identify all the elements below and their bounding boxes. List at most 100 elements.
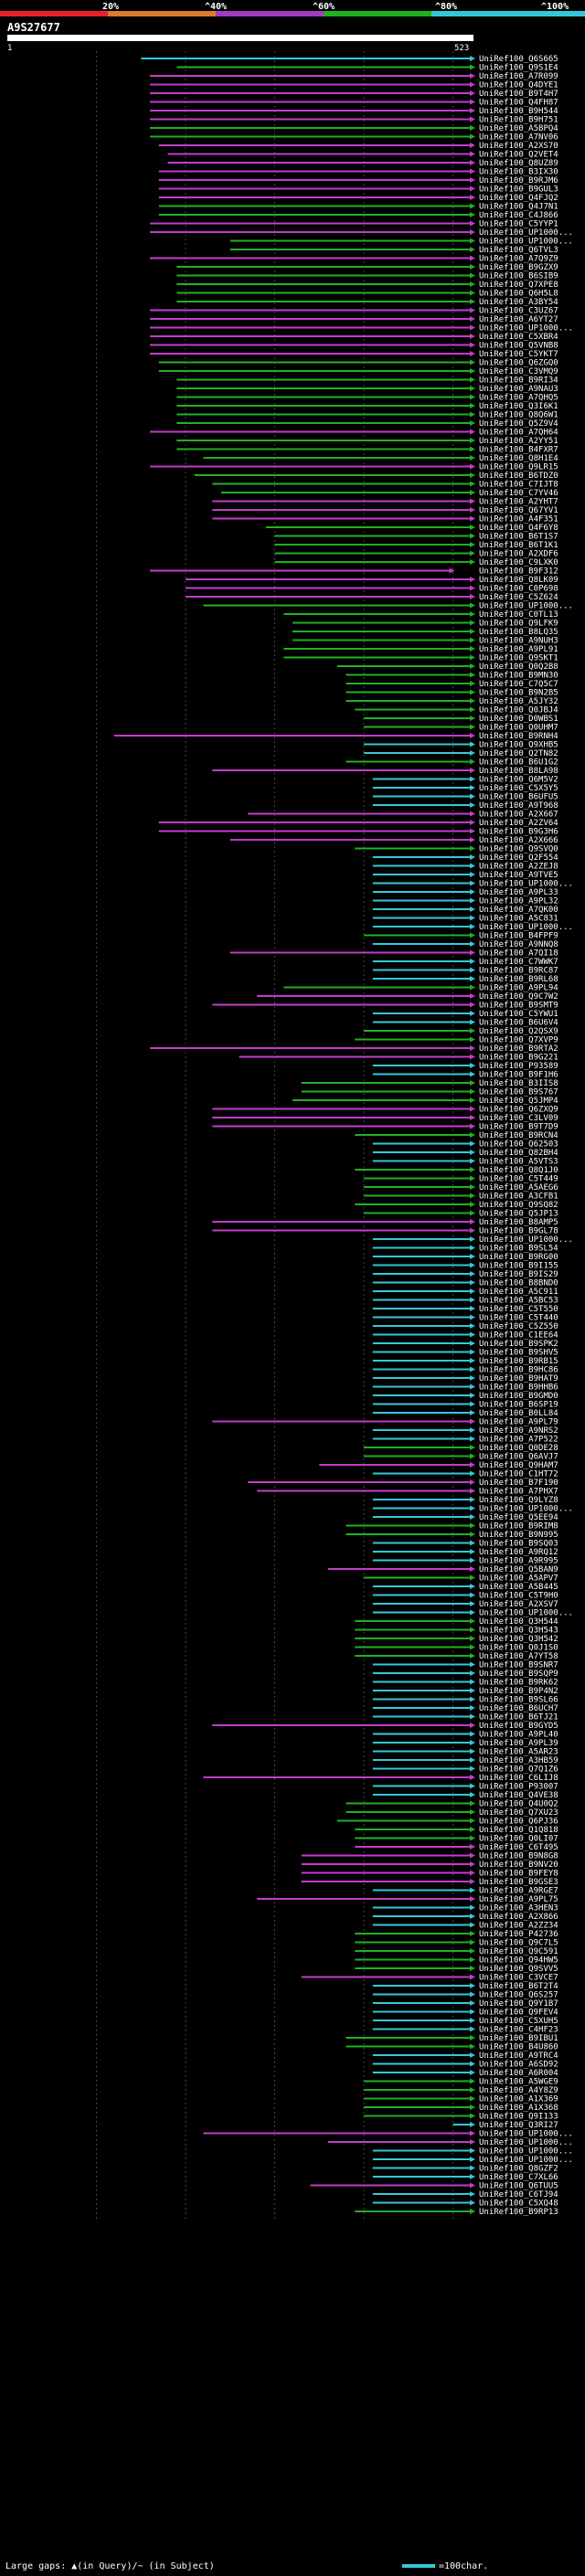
hit-label[interactable]: UniRef100_UP1000... [479,324,573,334]
hit-label[interactable]: UniRef100_B6TJ21 [479,1713,558,1723]
hit-bar[interactable] [372,1472,473,1475]
hit-label[interactable]: UniRef100_C1EE64 [479,1331,558,1341]
hit-bar[interactable] [355,1941,473,1944]
hit-bar[interactable] [372,2019,473,2021]
hit-bar[interactable] [364,1455,473,1458]
hit-label[interactable]: UniRef100_A2X866 [479,1913,558,1922]
hit-label[interactable]: UniRef100_B8LA98 [479,767,558,776]
hit-bar[interactable] [364,1186,473,1188]
hit-label[interactable]: UniRef100_Q5VNB8 [479,342,558,351]
hit-label[interactable]: UniRef100_A2ZZ34 [479,1922,558,1931]
hit-label[interactable]: UniRef100_A9PL40 [479,1731,558,1740]
hit-bar[interactable] [150,326,473,329]
hit-bar[interactable] [372,1924,473,1926]
hit-bar[interactable] [150,101,473,103]
hit-label[interactable]: UniRef100_Q9SVQ0 [479,845,558,854]
hit-bar[interactable] [150,75,473,77]
hit-label[interactable]: UniRef100_C5YYP1 [479,220,558,229]
hit-bar[interactable] [212,1003,473,1006]
hit-bar[interactable] [212,1229,473,1232]
hit-bar[interactable] [372,1759,473,1761]
hit-label[interactable]: UniRef100_B9SQ03 [479,1540,558,1549]
hit-bar[interactable] [372,1767,473,1770]
hit-bar[interactable] [372,1551,473,1553]
hit-bar[interactable] [176,440,473,441]
hit-bar[interactable] [355,1846,473,1848]
hit-label[interactable]: UniRef100_Q6ZXQ9 [479,1106,558,1115]
hit-bar[interactable] [274,535,473,537]
hit-label[interactable]: UniRef100_Q8Q6W1 [479,411,558,420]
hit-label[interactable]: UniRef100_A3CFB1 [479,1193,558,1202]
hit-bar[interactable] [372,1377,473,1379]
hit-label[interactable]: UniRef100_Q9LR15 [479,463,558,472]
hit-label[interactable]: UniRef100_C5T449 [479,1175,558,1184]
hit-label[interactable]: UniRef100_C1HT72 [479,1470,558,1479]
hit-bar[interactable] [176,422,473,424]
hit-label[interactable]: UniRef100_A7YT58 [479,1652,558,1661]
hit-label[interactable]: UniRef100_A7QHQ5 [479,394,558,403]
hit-bar[interactable] [355,1638,473,1639]
hit-bar[interactable] [203,1776,473,1778]
hit-bar[interactable] [346,760,473,763]
hit-bar[interactable] [372,969,473,971]
hit-bar[interactable] [364,743,473,746]
hit-label[interactable]: UniRef100_UP1000... [479,238,573,247]
hit-bar[interactable] [372,2028,473,2030]
hit-bar[interactable] [355,1646,473,1648]
hit-label[interactable]: UniRef100_C5XUH5 [479,2017,558,2026]
hit-bar[interactable] [372,1906,473,1909]
hit-label[interactable]: UniRef100_Q5Z9V4 [479,419,558,429]
hit-bar[interactable] [372,1750,473,1753]
hit-label[interactable]: UniRef100_B6T1S7 [479,533,558,542]
hit-label[interactable]: UniRef100_UP1000... [479,923,573,932]
hit-bar[interactable] [212,500,473,503]
hit-bar[interactable] [372,1316,473,1319]
hit-bar[interactable] [212,1724,473,1726]
hit-bar[interactable] [355,1933,473,1935]
hit-bar[interactable] [158,205,473,207]
hit-label[interactable]: UniRef100_P93007 [479,1783,558,1792]
hit-label[interactable]: UniRef100_Q3H542 [479,1635,558,1644]
hit-label[interactable]: UniRef100_A5WGE9 [479,2078,558,2087]
hit-label[interactable]: UniRef100_Q6PJ36 [479,1818,558,1827]
hit-bar[interactable] [310,2184,473,2187]
hit-label[interactable]: UniRef100_A5AEG6 [479,1183,558,1193]
hit-bar[interactable] [150,231,473,233]
hit-label[interactable]: UniRef100_Q3H544 [479,1617,558,1627]
hit-bar[interactable] [158,187,473,190]
hit-label[interactable]: UniRef100_Q5EE94 [479,1513,558,1522]
hit-label[interactable]: UniRef100_A9PL39 [479,1739,558,1748]
hit-label[interactable]: UniRef100_A5C831 [479,915,558,924]
hit-bar[interactable] [355,1655,473,1657]
hit-bar[interactable] [346,2045,473,2048]
hit-label[interactable]: UniRef100_Q9I133 [479,2113,558,2122]
hit-bar[interactable] [372,908,473,910]
hit-bar[interactable] [372,1698,473,1701]
hit-label[interactable]: UniRef100_Q6AVJ7 [479,1453,558,1462]
hit-bar[interactable] [372,2176,473,2178]
hit-label[interactable]: UniRef100_B9N8G8 [479,1852,558,1861]
hit-label[interactable]: UniRef100_A9TVE5 [479,871,558,880]
hit-bar[interactable] [186,596,473,598]
hit-bar[interactable] [176,405,473,407]
hit-label[interactable]: UniRef100_UP1000... [479,1235,573,1245]
hit-bar[interactable] [176,283,473,285]
hit-bar[interactable] [203,2132,473,2135]
hit-bar[interactable] [355,708,473,711]
hit-label[interactable]: UniRef100_Q8GZF2 [479,2165,558,2174]
hit-bar[interactable] [186,578,473,580]
hit-bar[interactable] [372,2010,473,2013]
hit-bar[interactable] [158,361,473,364]
hit-label[interactable]: UniRef100_B3IX30 [479,168,558,177]
hit-label[interactable]: UniRef100_B9IBU1 [479,2034,558,2043]
hit-bar[interactable] [346,1811,473,1813]
hit-bar[interactable] [364,2106,473,2108]
hit-bar[interactable] [150,344,473,346]
hit-label[interactable]: UniRef100_A7P522 [479,1436,558,1445]
hit-bar[interactable] [212,509,473,511]
hit-bar[interactable] [283,613,473,615]
hit-label[interactable]: UniRef100_Q9C591 [479,1947,558,1956]
hit-bar[interactable] [229,839,473,841]
hit-label[interactable]: UniRef100_A9NUH3 [479,637,558,646]
hit-bar[interactable] [355,847,473,850]
